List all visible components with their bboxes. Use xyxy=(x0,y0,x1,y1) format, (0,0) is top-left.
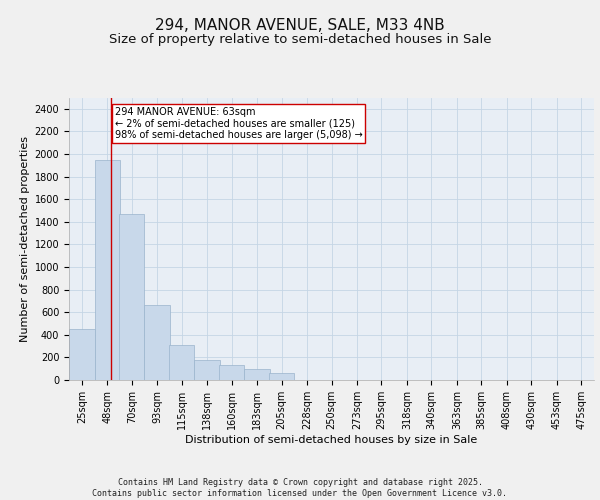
Bar xyxy=(219,366,244,380)
X-axis label: Distribution of semi-detached houses by size in Sale: Distribution of semi-detached houses by … xyxy=(185,434,478,444)
Text: Size of property relative to semi-detached houses in Sale: Size of property relative to semi-detach… xyxy=(109,32,491,46)
Bar xyxy=(119,214,145,380)
Text: Contains HM Land Registry data © Crown copyright and database right 2025.
Contai: Contains HM Land Registry data © Crown c… xyxy=(92,478,508,498)
Bar xyxy=(244,368,270,380)
Bar xyxy=(269,373,295,380)
Y-axis label: Number of semi-detached properties: Number of semi-detached properties xyxy=(20,136,31,342)
Bar xyxy=(194,360,220,380)
Bar xyxy=(145,306,170,380)
Bar xyxy=(69,329,95,380)
Text: 294 MANOR AVENUE: 63sqm
← 2% of semi-detached houses are smaller (125)
98% of se: 294 MANOR AVENUE: 63sqm ← 2% of semi-det… xyxy=(115,106,362,140)
Bar xyxy=(95,160,120,380)
Bar xyxy=(169,345,194,380)
Text: 294, MANOR AVENUE, SALE, M33 4NB: 294, MANOR AVENUE, SALE, M33 4NB xyxy=(155,18,445,32)
